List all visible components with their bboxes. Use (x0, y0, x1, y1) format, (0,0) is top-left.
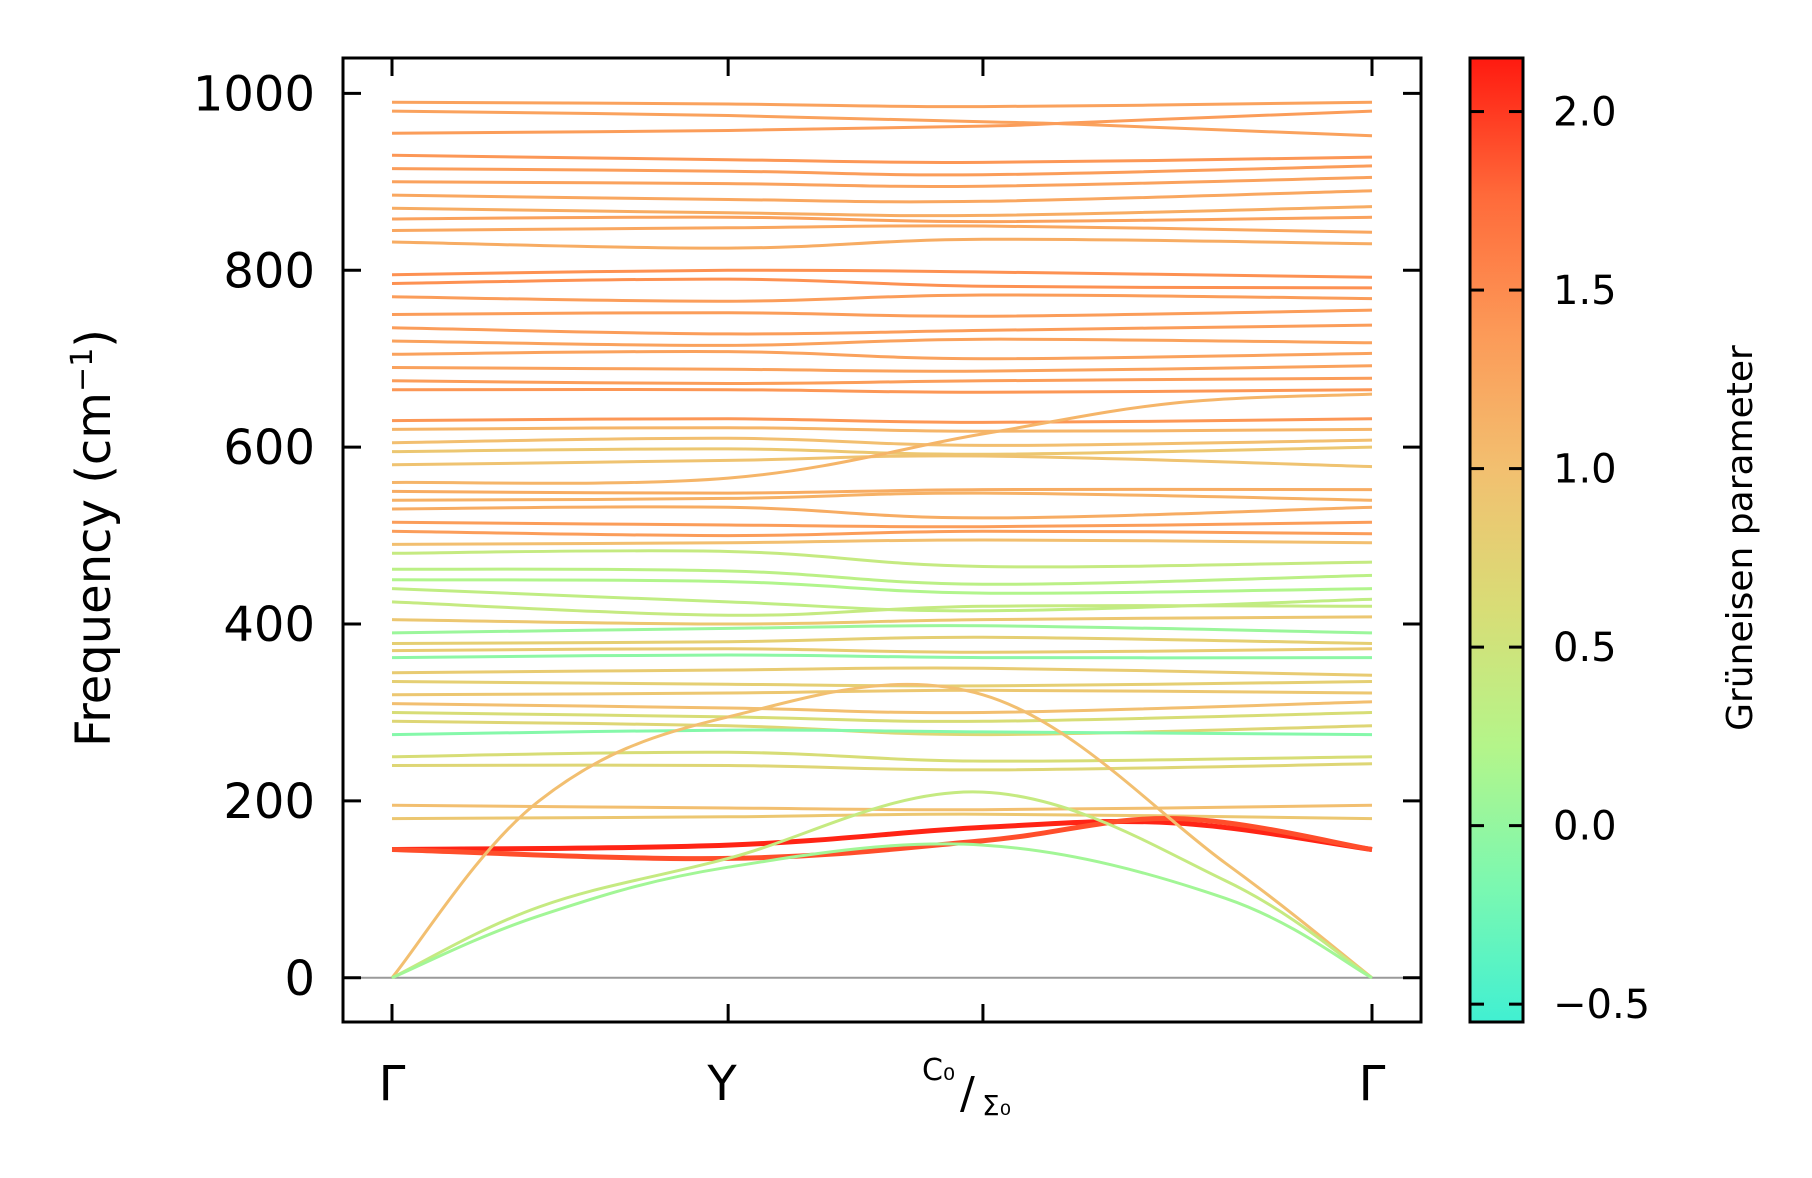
band-band-530 (391, 505, 1373, 520)
band-band-425 (391, 600, 1373, 617)
band-band-605 (391, 436, 1373, 447)
colorbar-tick-label-3: 1.0 (1553, 447, 1617, 493)
band-band-275 (391, 728, 1373, 737)
band-band-845 (391, 224, 1373, 234)
band-band-795 (391, 268, 1373, 279)
band-band-550 (391, 487, 1373, 495)
band-band-320 (391, 688, 1373, 697)
colorbar (1468, 56, 1525, 1024)
band-band-750 (391, 308, 1373, 318)
y-tick-label-200: 200 (223, 774, 315, 830)
y-tick-label-600: 600 (223, 420, 315, 476)
band-band-720 (391, 337, 1373, 347)
colorbar-tick-label-2: 0.5 (1553, 625, 1617, 671)
band-band-620 (391, 426, 1373, 433)
y-axis-label-unit-exponent: −1 (65, 348, 100, 392)
band-band-930 (391, 153, 1373, 164)
band-rise-560 (391, 392, 1373, 485)
y-axis-label-main: Frequency (cm (66, 392, 122, 747)
band-cross-980 (391, 109, 1373, 138)
band-band-870 (391, 205, 1373, 218)
plot-frame (341, 56, 1423, 1024)
x-label-c0: C₀ (922, 1053, 955, 1088)
band-band-480 (391, 549, 1373, 569)
band-band-490 (391, 538, 1373, 546)
band-band-180 (391, 812, 1373, 821)
band-band-515 (391, 520, 1373, 529)
y-tick-label-400: 400 (223, 597, 315, 653)
y-axis-label-close: ) (66, 329, 122, 348)
band-band-462 (391, 567, 1373, 586)
colorbar-ticks: −0.5 0.0 0.5 1.0 1.5 2.0 (1470, 90, 1650, 1028)
band-flat-990 (391, 100, 1373, 109)
band-band-580 (391, 454, 1373, 469)
band-band-705 (391, 349, 1373, 361)
x-label-slash: / (960, 1068, 975, 1119)
band-lines (390, 100, 1373, 980)
band-band-675 (391, 376, 1373, 386)
band-band-630 (391, 417, 1373, 424)
band-acoustic-1 (390, 682, 1373, 979)
band-band-390 (391, 624, 1373, 635)
band-band-505 (391, 529, 1373, 538)
y-ticks: 0 200 400 600 800 1000 (193, 66, 1421, 1007)
band-band-345 (391, 666, 1373, 677)
x-label-y: Y (706, 1056, 737, 1112)
y-axis-label: Frequency (cm−1) (65, 329, 122, 747)
band-band-300 (391, 711, 1373, 723)
band-band-195 (391, 803, 1373, 812)
x-label-sigma0: Σ₀ (982, 1089, 1011, 1122)
band-acoustic-3 (391, 842, 1373, 980)
colorbar-tick-label-1: 0.0 (1553, 804, 1617, 850)
band-red-138 (391, 816, 1373, 862)
x-ticks (390, 58, 1374, 1022)
band-band-915 (391, 164, 1373, 177)
y-tick-label-1000: 1000 (193, 66, 315, 122)
band-band-378 (391, 635, 1373, 645)
band-band-690 (391, 364, 1373, 373)
colorbar-label: Grüneisen parameter (1720, 345, 1761, 731)
band-acoustic-2 (391, 790, 1373, 980)
band-band-770 (391, 293, 1373, 303)
band-band-832 (391, 237, 1373, 250)
band-band-240 (391, 762, 1373, 772)
band-band-405 (391, 615, 1373, 626)
band-band-362 (391, 653, 1373, 660)
x-label-c0-sigma0: C₀ / Σ₀ (922, 1053, 1011, 1122)
band-band-540 (391, 491, 1373, 502)
band-red-145 (391, 818, 1373, 852)
x-label-gamma-start: Γ (379, 1056, 406, 1112)
band-band-310 (391, 700, 1373, 715)
band-band-370 (391, 647, 1373, 654)
band-band-735 (391, 323, 1373, 336)
band-band-885 (391, 189, 1373, 204)
y-tick-label-0: 0 (284, 951, 315, 1007)
x-label-gamma-end: Γ (1359, 1056, 1386, 1112)
colorbar-tick-label-0: −0.5 (1553, 982, 1650, 1028)
band-band-665 (391, 387, 1373, 394)
colorbar-tick-label-5: 2.0 (1553, 90, 1617, 136)
colorbar-tick-label-4: 1.5 (1553, 268, 1617, 314)
band-band-250 (391, 750, 1373, 763)
y-tick-label-800: 800 (223, 243, 315, 299)
band-band-335 (391, 680, 1373, 688)
band-band-595 (391, 445, 1373, 456)
band-band-450 (391, 578, 1373, 595)
band-band-785 (391, 277, 1373, 290)
band-band-900 (391, 175, 1373, 188)
band-cross-955 (391, 109, 1373, 135)
band-band-858 (391, 215, 1373, 224)
